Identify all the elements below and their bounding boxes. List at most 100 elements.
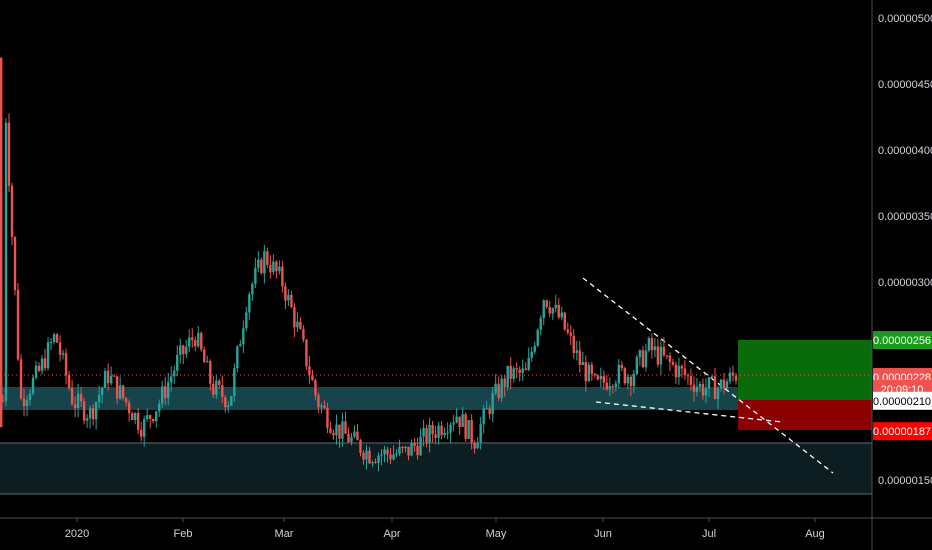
candle-body (353, 431, 356, 437)
candle-body (587, 364, 590, 382)
candle-body (635, 357, 639, 374)
stop-zone[interactable] (738, 400, 872, 430)
candle-body (341, 421, 344, 439)
demand-zone[interactable] (0, 387, 780, 410)
candle-body (581, 362, 584, 365)
candle-body (593, 373, 597, 376)
candle-body (608, 386, 612, 390)
candle-body (299, 321, 302, 329)
y-tick-label: 0.00000500 (878, 13, 932, 25)
candle-body (494, 383, 497, 394)
candle-body (596, 375, 600, 380)
candle-body (560, 312, 563, 318)
candle-body (308, 366, 311, 376)
candle-body (458, 416, 461, 428)
candle-body (176, 355, 179, 371)
x-tick-label: 2020 (65, 528, 89, 540)
candle-body (194, 340, 197, 347)
candle-body (293, 307, 296, 328)
candle-body (314, 380, 317, 396)
candle-body (719, 379, 723, 389)
candle-body (623, 368, 627, 384)
candle-body (632, 373, 636, 387)
y-tick-label: 0.00000300 (878, 277, 932, 289)
candle-body (329, 428, 332, 433)
candle-body (34, 365, 38, 378)
x-tick-label: Jun (594, 528, 612, 540)
candle-body (251, 284, 254, 295)
y-tick-label: 0.00000450 (878, 79, 932, 91)
candle-body (152, 419, 155, 422)
candle-body (278, 266, 281, 272)
target-zone[interactable] (738, 340, 872, 400)
x-tick-label: Apr (383, 528, 400, 540)
candle-body (311, 375, 314, 381)
candle-body (88, 408, 92, 419)
candle-body (344, 421, 347, 434)
candle-body (485, 408, 488, 410)
candle-body (404, 446, 407, 449)
candle-body (533, 345, 536, 352)
candle-body (287, 294, 290, 301)
candle-body (674, 364, 678, 378)
x-tick-label: Mar (275, 528, 294, 540)
candle-body (539, 318, 542, 330)
candle-body (173, 370, 176, 377)
candle-body (227, 405, 230, 408)
candle-body (76, 393, 80, 408)
candle-body (422, 428, 425, 437)
candle-body (371, 462, 374, 464)
candle-body (476, 442, 479, 449)
y-axis: 0.00000500 0.00000450 0.00000400 0.00000350… (878, 13, 932, 487)
candle-body (449, 424, 452, 433)
x-axis: 2020 Feb Mar Apr May Jun Jul Aug (65, 518, 825, 540)
candle-body (377, 455, 380, 463)
candle-body (275, 261, 278, 272)
candle-body (518, 369, 521, 373)
candle-body (656, 346, 660, 365)
candle-body (335, 424, 338, 436)
candle-body (323, 405, 326, 409)
candle-body (419, 436, 422, 456)
candle-body (236, 346, 239, 369)
candle-body (470, 420, 473, 443)
candle-body (19, 359, 23, 399)
candle-body (401, 446, 404, 449)
candle-body (356, 431, 359, 441)
candle-body (347, 433, 350, 443)
candle-body (121, 385, 125, 398)
candle-body (452, 422, 455, 425)
y-tick-label: 0.00000150 (878, 475, 932, 487)
candle-body (716, 388, 720, 400)
candle-body (58, 342, 62, 355)
candle-body (221, 384, 224, 398)
candle-body (641, 350, 645, 368)
candle-body (185, 346, 188, 354)
candle-body (94, 402, 98, 420)
candle-body (179, 345, 182, 356)
candle-body (677, 365, 681, 378)
candle-body (49, 342, 53, 344)
candle-body (443, 432, 446, 436)
candle-body (380, 454, 383, 456)
candle-body (100, 387, 104, 395)
candle-body (383, 449, 386, 455)
candle-body (85, 418, 89, 421)
candle-body (599, 376, 603, 380)
candle-body (467, 420, 470, 439)
candle-body (25, 399, 29, 407)
price-tag (873, 331, 932, 350)
candle-body (725, 381, 729, 389)
candle-body (665, 355, 669, 357)
candle-body (398, 446, 401, 454)
candle-body (569, 332, 572, 336)
support-trendline[interactable] (595, 401, 783, 423)
descending-trendline[interactable] (582, 277, 834, 474)
candle-body (61, 353, 65, 355)
candle-body (563, 312, 566, 330)
candle-body (109, 375, 113, 384)
candle-body (491, 393, 494, 415)
candle-body (554, 304, 557, 309)
candle-body (728, 372, 732, 382)
